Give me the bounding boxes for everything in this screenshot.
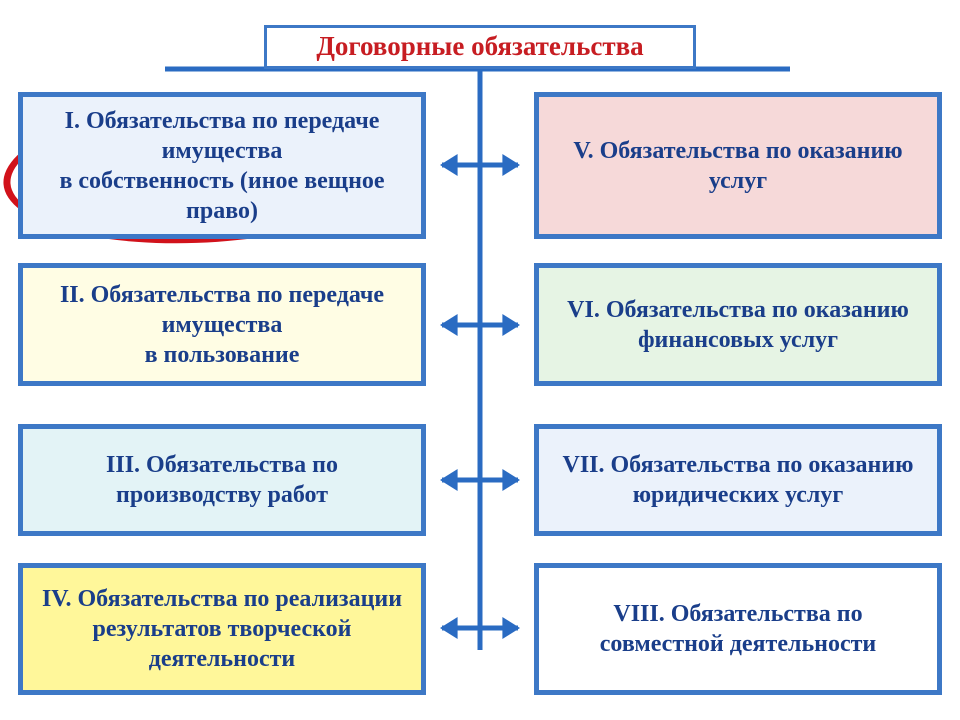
box-viii-label: VIII. Обязательства по совместной деятел…: [553, 599, 923, 659]
box-iv-label: IV. Обязательства по реализации результа…: [37, 584, 407, 674]
title-box: Договорные обязательства: [264, 25, 696, 69]
box-iii-label: III. Обязательства по производству работ: [37, 450, 407, 510]
box-vii-label: VII. Обязательства по оказанию юридическ…: [553, 450, 923, 510]
title-text: Договорные обязательства: [316, 30, 643, 64]
box-vi-label: VI. Обязательства по оказанию финансовых…: [553, 295, 923, 355]
box-ii-label: II. Обязательства по передаче имуществав…: [37, 280, 407, 370]
box-ii: II. Обязательства по передаче имуществав…: [18, 263, 426, 386]
box-i: I. Обязательства по передаче имуществав …: [18, 92, 426, 239]
box-v: V. Обязательства по оказанию услуг: [534, 92, 942, 239]
box-vii: VII. Обязательства по оказанию юридическ…: [534, 424, 942, 536]
box-iii: III. Обязательства по производству работ: [18, 424, 426, 536]
box-i-label: I. Обязательства по передаче имуществав …: [37, 106, 407, 226]
box-v-label: V. Обязательства по оказанию услуг: [553, 136, 923, 196]
diagram-canvas: { "canvas": { "width": 960, "height": 72…: [0, 0, 960, 720]
box-viii: VIII. Обязательства по совместной деятел…: [534, 563, 942, 695]
box-vi: VI. Обязательства по оказанию финансовых…: [534, 263, 942, 386]
box-iv: IV. Обязательства по реализации результа…: [18, 563, 426, 695]
